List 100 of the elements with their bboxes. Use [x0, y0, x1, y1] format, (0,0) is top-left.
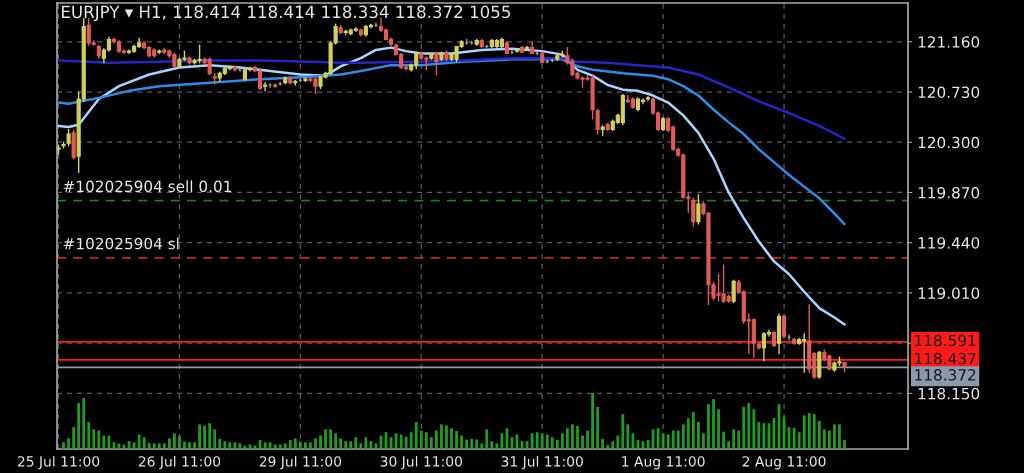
candlestick: [751, 317, 756, 358]
bar: [167, 438, 171, 449]
bar: [817, 421, 821, 449]
bar: [540, 433, 544, 449]
bar: [747, 403, 751, 449]
bar: [535, 432, 539, 449]
bar: [712, 399, 715, 449]
bar: [480, 443, 484, 449]
bar: [697, 422, 700, 449]
candlestick: [263, 81, 268, 92]
bar: [324, 429, 327, 449]
ref-line-label: #102025904 sell 0.01: [63, 180, 232, 193]
bar: [314, 438, 317, 449]
bar: [198, 424, 201, 449]
bar: [661, 433, 665, 449]
bar: [67, 438, 70, 449]
y-tick-label: 119.010: [918, 287, 980, 299]
bar: [676, 430, 680, 449]
candlestick: [257, 69, 263, 91]
bar: [666, 434, 670, 449]
bar: [233, 442, 237, 449]
bar: [686, 418, 690, 449]
bar: [485, 429, 489, 449]
bar: [752, 409, 756, 449]
bar: [611, 441, 615, 449]
bar: [354, 437, 358, 449]
bar: [152, 443, 156, 449]
bar: [77, 403, 81, 449]
bar: [97, 430, 101, 449]
bar: [208, 423, 212, 449]
bar: [717, 409, 720, 449]
bar: [419, 430, 423, 449]
bar: [304, 442, 307, 449]
bar: [807, 413, 811, 449]
bar: [440, 424, 443, 449]
bar: [737, 430, 741, 449]
bar: [591, 393, 594, 449]
bar: [475, 439, 479, 449]
bar: [293, 438, 297, 449]
bar: [429, 437, 433, 449]
bar: [586, 430, 589, 449]
bar: [722, 431, 725, 449]
bar: [828, 430, 831, 449]
candlestick: [781, 314, 787, 339]
bar: [82, 398, 86, 449]
bar: [87, 422, 91, 449]
bar: [178, 436, 181, 449]
bar: [470, 438, 474, 449]
bar: [757, 422, 761, 449]
x-tick-label: 25 Jul 11:00: [17, 455, 100, 470]
bar: [334, 433, 338, 449]
bar: [490, 441, 494, 449]
bar: [72, 427, 76, 449]
bar: [843, 440, 846, 449]
bar: [268, 442, 272, 449]
y-tick-label: 119.440: [918, 237, 980, 249]
ref-line-label: 118.437: [915, 352, 976, 365]
bar: [409, 432, 413, 449]
bar: [550, 437, 554, 449]
bar: [732, 429, 736, 449]
bar: [414, 422, 418, 449]
bar: [309, 442, 312, 449]
candlestick: [434, 51, 439, 76]
bar: [399, 434, 403, 449]
bar: [223, 441, 227, 449]
bar: [188, 442, 191, 449]
line-series: [57, 56, 846, 140]
line-series: [57, 58, 846, 226]
bar: [822, 429, 826, 449]
bar: [671, 430, 675, 449]
y-tick-label: 118.150: [918, 387, 980, 400]
candlestick: [696, 194, 701, 225]
bar: [102, 435, 106, 449]
bar: [62, 442, 65, 449]
ref-line-label: 118.372: [915, 369, 976, 381]
bar: [601, 438, 605, 449]
bar: [606, 445, 610, 449]
bar: [460, 435, 463, 449]
bar: [742, 407, 746, 449]
bar: [445, 425, 448, 449]
bar: [147, 442, 151, 449]
bar: [344, 441, 348, 449]
x-tick-label: 31 Jul 11:00: [501, 455, 583, 470]
bar: [203, 426, 207, 449]
bar: [157, 443, 161, 449]
bar: [495, 443, 499, 449]
bar: [349, 441, 353, 449]
bar: [626, 424, 630, 449]
bar: [213, 429, 217, 449]
bar: [162, 443, 166, 449]
bar: [576, 426, 579, 449]
bar: [812, 414, 816, 449]
bar: [621, 414, 625, 449]
x-tick-label: 30 Jul 11:00: [380, 455, 462, 470]
bar: [424, 432, 428, 449]
bar: [727, 441, 731, 449]
bar: [339, 438, 343, 449]
bar: [792, 427, 796, 449]
bar: [288, 440, 292, 449]
y-tick-label: 120.300: [918, 136, 980, 149]
